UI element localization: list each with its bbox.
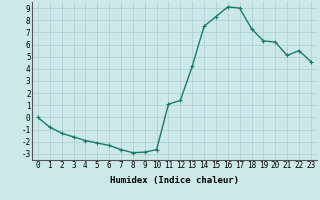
X-axis label: Humidex (Indice chaleur): Humidex (Indice chaleur) <box>110 176 239 185</box>
